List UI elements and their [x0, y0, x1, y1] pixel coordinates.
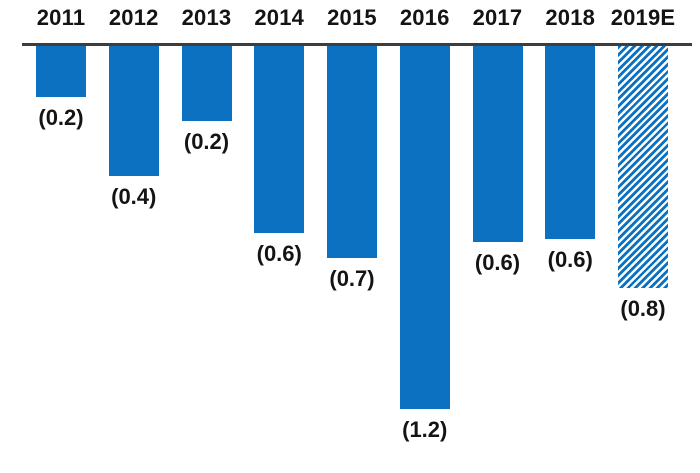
value-label-2018: (0.6) [547, 247, 593, 273]
category-label-2012: 2012 [108, 5, 159, 30]
category-label-2013: 2013 [181, 5, 232, 30]
value-label-2012: (0.4) [111, 183, 157, 209]
bar-2013 [181, 45, 232, 122]
category-label-2017: 2017 [472, 5, 523, 30]
category-label-2016: 2016 [399, 5, 450, 30]
bar-2015 [327, 45, 377, 258]
category-label-2018: 2018 [545, 5, 596, 30]
category-label-2014: 2014 [254, 5, 305, 30]
bar-2011 [36, 45, 86, 97]
category-label-2011: 2011 [36, 5, 86, 30]
x-axis-line [22, 43, 692, 46]
bar-2012 [108, 45, 159, 176]
category-label-2015: 2015 [327, 5, 377, 30]
bar-2017 [472, 45, 523, 243]
value-label-2019e: (0.8) [620, 295, 666, 321]
value-label-2014: (0.6) [256, 241, 302, 267]
value-label-2016: (1.2) [402, 417, 448, 443]
bar-2014 [254, 45, 305, 234]
bar-2016 [399, 45, 450, 410]
bar-2019e [618, 45, 668, 288]
value-label-2017: (0.6) [474, 250, 521, 276]
value-label-2013: (0.2) [183, 129, 230, 155]
category-label-2019e: 2019E [610, 5, 676, 30]
bar-2018 [545, 45, 596, 240]
value-label-2015: (0.7) [329, 265, 375, 291]
value-label-2011: (0.2) [38, 105, 84, 130]
